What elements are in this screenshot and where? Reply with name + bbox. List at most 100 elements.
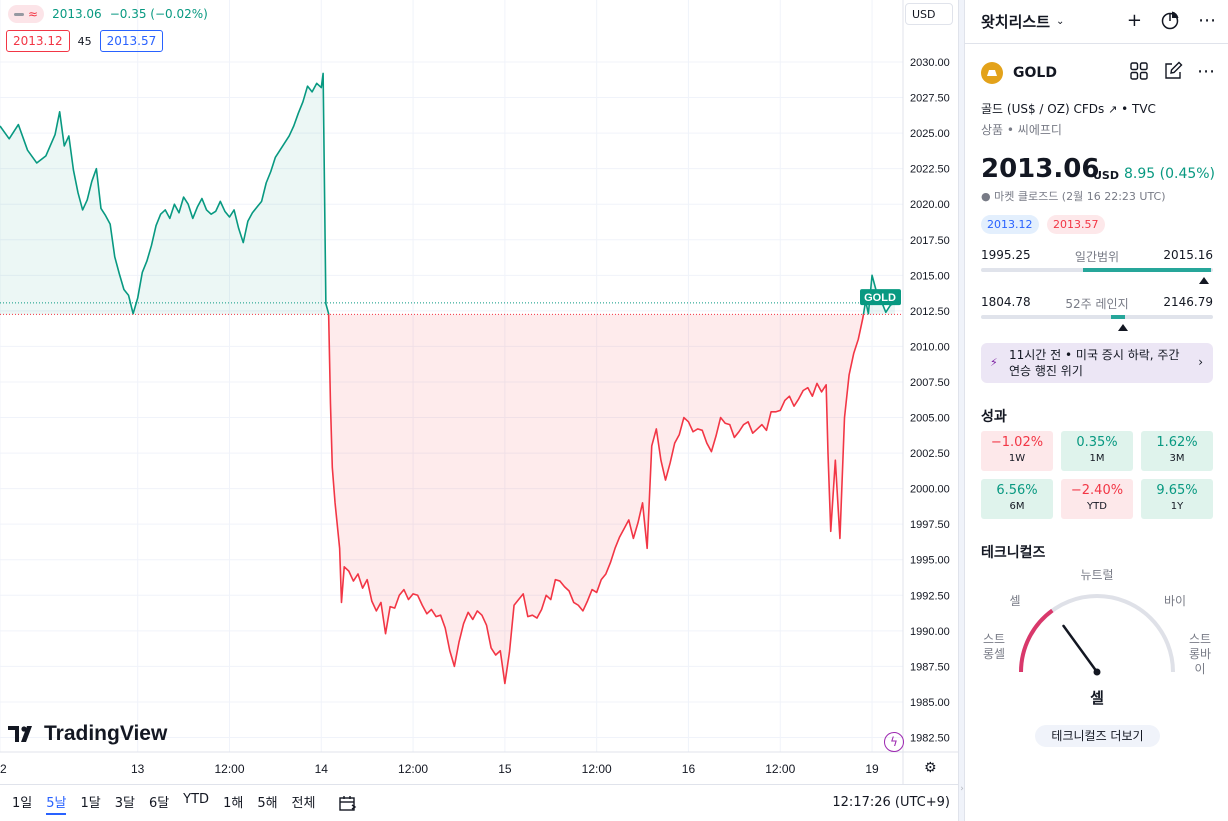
gauge-label-strong-sell: 스트롱셀 (982, 632, 1006, 661)
clock-timezone[interactable]: 12:17:26 (UTC+9) (832, 795, 950, 810)
chart-pane[interactable]: 2030.00 2027.50 2025.00 2022.50 2020.00 2017.… (0, 0, 958, 821)
bid-price-box[interactable]: 2013.12 (6, 30, 70, 52)
gear-icon[interactable]: ⚙ (924, 760, 937, 776)
chevron-down-icon[interactable]: ⌄ (1056, 16, 1065, 27)
price-change: 8.95 (0.45%) (1124, 166, 1216, 182)
grid-icon[interactable] (1129, 61, 1149, 81)
y-tick-label: 2010.00 (910, 341, 950, 353)
logo-text: TradingView (44, 722, 168, 745)
news-card[interactable]: ⚡ 11시간 전 • 미국 증시 하락, 주간 연승 행진 위기 › (981, 343, 1213, 383)
gauge-pivot (1093, 668, 1101, 676)
external-link-icon[interactable]: ↗ (1108, 103, 1118, 116)
y-tick-label: 1982.50 (910, 733, 950, 745)
gauge-label-buy: 바이 (1163, 594, 1187, 608)
description-text: 골드 (US$ / OZ) CFDs (981, 102, 1105, 116)
performance-value: 1.62% (1156, 435, 1198, 450)
y-tick-label: 2025.00 (910, 128, 950, 140)
wave-icon: ≈ (28, 7, 39, 21)
gold-logo-icon (981, 62, 1003, 84)
watchlist-panel: 왓치리스트 ⌄ + ⋯ GOLD (965, 0, 1228, 821)
performance-period: 1M (1089, 453, 1105, 464)
symbol-category: 상품 • 씨에프디 (981, 123, 1062, 137)
range-button[interactable]: 5날 (46, 792, 67, 815)
legend-change: −0.35 (−0.02%) (109, 7, 208, 21)
x-tick-label: 13 (131, 762, 145, 776)
collapse-arrow-icon[interactable]: › (960, 784, 964, 794)
series-above-baseline-line (0, 72, 330, 315)
currency-button[interactable]: USD (905, 3, 953, 25)
performance-value: 6.56% (996, 483, 1038, 498)
week52-range-marker (1117, 324, 1128, 331)
panel-divider[interactable]: › (958, 0, 965, 821)
range-button[interactable]: 전체 (291, 795, 316, 811)
more-icon[interactable]: ⋯ (1197, 61, 1215, 82)
watchlist-title[interactable]: 왓치리스트 (981, 13, 1051, 31)
performance-value: −1.02% (990, 435, 1044, 450)
edit-icon[interactable] (1163, 61, 1183, 81)
plus-icon[interactable]: + (1126, 10, 1142, 31)
gauge-track (1019, 594, 1175, 673)
gauge-result: 셀 (1090, 689, 1104, 707)
bid-badge: 2013.12 (981, 215, 1039, 234)
y-tick-label: 1985.00 (910, 697, 950, 709)
y-tick-label: 1995.00 (910, 555, 950, 567)
technicals-more-button[interactable]: 테크니컬즈 더보기 (1035, 725, 1160, 747)
series-above-baseline-area (0, 73, 329, 315)
ask-badge: 2013.57 (1047, 215, 1105, 234)
calendar-icon[interactable] (339, 795, 357, 811)
ask-price-box[interactable]: 2013.57 (99, 30, 164, 52)
y-tick-label: 2005.00 (910, 413, 950, 425)
last-price: 2013.06 (981, 154, 1100, 184)
y-tick-label: 1987.50 (910, 661, 950, 673)
series-below-baseline-line (327, 314, 865, 685)
tradingview-logo[interactable]: TradingView (8, 722, 167, 746)
gauge-needle (1062, 624, 1099, 674)
performance-cell[interactable]: −2.40% YTD (1061, 479, 1133, 519)
range-button[interactable]: 5해 (257, 795, 278, 811)
price-currency: USD (1093, 169, 1119, 182)
symbol-name[interactable]: GOLD (1013, 65, 1057, 81)
day-range-low: 1995.25 (981, 248, 1031, 262)
x-tick-label: 16 (682, 762, 696, 776)
performance-cell[interactable]: 0.35% 1M (1061, 431, 1133, 471)
range-button[interactable]: 1해 (223, 795, 244, 811)
chevron-right-icon: › (1198, 355, 1203, 369)
chart-type-toggle[interactable]: ≈ (8, 5, 45, 23)
performance-period: 1Y (1170, 501, 1184, 512)
symbol-row: GOLD ⋯ (981, 61, 1215, 85)
day-range-track (981, 268, 1213, 284)
x-tick-label: 12:00 (398, 762, 428, 776)
more-icon[interactable]: ⋯ (1198, 10, 1216, 31)
range-button[interactable]: 6달 (148, 795, 170, 811)
price-chart[interactable]: 2030.00 2027.50 2025.00 2022.50 2020.00 2017.… (0, 0, 958, 784)
range-button[interactable]: 1달 (80, 795, 101, 811)
pie-chart-icon[interactable] (1160, 10, 1180, 30)
y-tick-label: 1992.50 (910, 590, 950, 602)
performance-grid: −1.02% 1W 0.35% 1M 1.62% 3M 6.56% 6M −2.40% YTD 9.… (981, 431, 1213, 519)
day-range-marker (1198, 277, 1209, 284)
y-tick-label: 1990.00 (910, 626, 950, 638)
lightning-icon[interactable]: ϟ (884, 732, 904, 752)
performance-cell[interactable]: 9.65% 1Y (1141, 479, 1213, 519)
gauge-label-sell: 셀 (1009, 594, 1021, 608)
y-tick-label: 2007.50 (910, 377, 950, 389)
range-button[interactable]: 1일 (12, 795, 33, 811)
y-tick-label: 2020.00 (910, 199, 950, 211)
performance-cell[interactable]: −1.02% 1W (981, 431, 1053, 471)
y-tick-label: 2027.50 (910, 93, 950, 105)
performance-cell[interactable]: 1.62% 3M (1141, 431, 1213, 471)
week52-range-low: 1804.78 (981, 295, 1031, 309)
performance-cell[interactable]: 6.56% 6M (981, 479, 1053, 519)
gauge-dial (1019, 594, 1175, 676)
x-tick-label: 12:00 (765, 762, 795, 776)
week52-range-label: 52주 레인지 (1065, 297, 1129, 311)
week52-range-high: 2146.79 (1163, 295, 1213, 309)
range-button[interactable]: 3달 (114, 795, 135, 811)
y-tick-label: 2000.00 (910, 484, 950, 496)
performance-value: 9.65% (1156, 483, 1198, 498)
range-button[interactable]: YTD (183, 791, 210, 807)
legend-price: 2013.06 (52, 7, 102, 21)
x-tick-label: 15 (498, 762, 512, 776)
watchlist-header: 왓치리스트 ⌄ + ⋯ (965, 0, 1228, 44)
range-buttons: 1일 5날 1달 3달 6달 YTD 1해 5해 전체 (12, 792, 329, 815)
